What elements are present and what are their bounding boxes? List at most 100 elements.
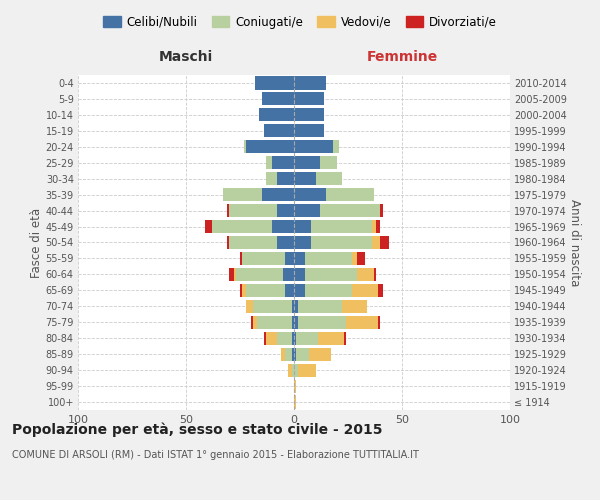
Bar [262, 92, 294, 106]
Bar [294, 380, 296, 392]
Bar [264, 124, 294, 138]
Bar [372, 220, 376, 233]
Bar [311, 236, 372, 249]
Bar [311, 220, 372, 233]
Bar [298, 364, 316, 376]
Bar [244, 140, 247, 153]
Bar [294, 92, 324, 106]
Bar [305, 284, 352, 297]
Bar [287, 364, 292, 376]
Bar [277, 204, 294, 217]
Text: Popolazione per età, sesso e stato civile - 2015: Popolazione per età, sesso e stato civil… [12, 422, 383, 437]
Bar [266, 156, 272, 170]
Bar [292, 300, 294, 313]
Bar [236, 268, 283, 281]
Bar [316, 172, 341, 185]
Bar [294, 332, 296, 345]
Bar [333, 140, 340, 153]
Bar [344, 332, 346, 345]
Bar [309, 348, 331, 360]
Bar [298, 316, 346, 329]
Bar [286, 348, 292, 360]
Bar [240, 252, 242, 265]
Bar [380, 204, 383, 217]
Bar [262, 188, 294, 201]
Bar [318, 332, 344, 345]
Bar [374, 268, 376, 281]
Bar [305, 252, 352, 265]
Bar [296, 348, 309, 360]
Bar [264, 332, 266, 345]
Bar [296, 332, 318, 345]
Bar [253, 316, 257, 329]
Bar [378, 316, 380, 329]
Bar [247, 284, 286, 297]
Bar [259, 108, 294, 122]
Bar [292, 348, 294, 360]
Bar [294, 364, 298, 376]
Bar [294, 236, 311, 249]
Bar [266, 172, 277, 185]
Bar [352, 284, 378, 297]
Bar [240, 284, 242, 297]
Bar [326, 188, 374, 201]
Bar [229, 204, 277, 217]
Bar [242, 252, 286, 265]
Text: Femmine: Femmine [367, 50, 437, 64]
Bar [341, 300, 367, 313]
Bar [251, 316, 253, 329]
Text: COMUNE DI ARSOLI (RM) - Dati ISTAT 1° gennaio 2015 - Elaborazione TUTTITALIA.IT: COMUNE DI ARSOLI (RM) - Dati ISTAT 1° ge… [12, 450, 419, 460]
Bar [294, 124, 324, 138]
Bar [294, 156, 320, 170]
Bar [294, 188, 326, 201]
Legend: Celibi/Nubili, Coniugati/e, Vedovi/e, Divorziati/e: Celibi/Nubili, Coniugati/e, Vedovi/e, Di… [98, 11, 502, 34]
Bar [229, 236, 277, 249]
Text: Maschi: Maschi [159, 50, 213, 64]
Bar [356, 268, 374, 281]
Bar [277, 172, 294, 185]
Bar [247, 140, 294, 153]
Bar [277, 332, 292, 345]
Bar [294, 300, 298, 313]
Bar [378, 284, 383, 297]
Bar [272, 156, 294, 170]
Bar [247, 300, 253, 313]
Bar [294, 396, 296, 408]
Bar [372, 236, 380, 249]
Bar [356, 252, 365, 265]
Bar [294, 268, 305, 281]
Bar [281, 348, 286, 360]
Bar [205, 220, 212, 233]
Bar [294, 252, 305, 265]
Bar [294, 76, 326, 90]
Bar [266, 332, 277, 345]
Y-axis label: Fasce di età: Fasce di età [29, 208, 43, 278]
Bar [227, 204, 229, 217]
Bar [294, 140, 333, 153]
Bar [346, 316, 378, 329]
Bar [272, 220, 294, 233]
Bar [286, 252, 294, 265]
Bar [376, 220, 380, 233]
Bar [283, 268, 294, 281]
Bar [352, 252, 356, 265]
Bar [294, 348, 296, 360]
Bar [277, 236, 294, 249]
Bar [212, 220, 272, 233]
Bar [242, 284, 247, 297]
Y-axis label: Anni di nascita: Anni di nascita [568, 199, 581, 286]
Bar [294, 220, 311, 233]
Bar [227, 236, 229, 249]
Bar [294, 108, 324, 122]
Bar [292, 332, 294, 345]
Bar [257, 316, 292, 329]
Bar [233, 268, 236, 281]
Bar [223, 188, 262, 201]
Bar [294, 284, 305, 297]
Bar [253, 300, 292, 313]
Bar [320, 204, 380, 217]
Bar [292, 364, 294, 376]
Bar [305, 268, 356, 281]
Bar [294, 204, 320, 217]
Bar [380, 236, 389, 249]
